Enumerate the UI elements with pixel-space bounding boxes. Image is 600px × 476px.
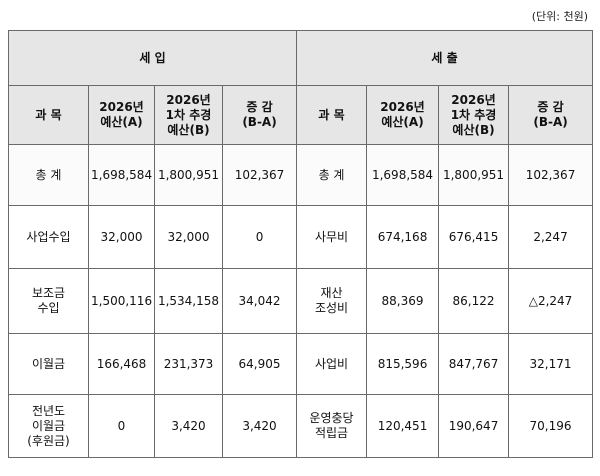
expense-col-diff: 증 감 (B-A) [508, 85, 594, 145]
expense-item: 사무비 [296, 205, 368, 269]
expense-diff: 32,171 [508, 333, 594, 395]
table-row: 전년도 이월금 (후원금) 0 3,420 3,420 운영충당 적립금 120… [8, 394, 594, 458]
expense-revised: 676,415 [438, 205, 510, 269]
unit-note: (단위: 천원) [531, 10, 588, 23]
expense-revised: 847,767 [438, 333, 510, 395]
expense-col-item: 과 목 [296, 85, 368, 145]
expense-revised: 190,647 [438, 394, 510, 458]
income-budget: 0 [88, 394, 155, 458]
income-budget: 32,000 [88, 205, 155, 269]
expense-budget: 120,451 [366, 394, 440, 458]
income-col-item: 과 목 [8, 85, 89, 145]
income-section-header: 세 입 [7, 30, 298, 86]
table-row: 사업수입 32,000 32,000 0 사무비 674,168 676,415… [8, 205, 594, 269]
table-row: 보조금 수입 1,500,116 1,534,158 34,042 재산 조성비… [8, 268, 594, 334]
income-col-budget: 2026년 예산(A) [88, 85, 155, 145]
expense-revised: 1,800,951 [438, 144, 510, 206]
income-col-diff: 증 감 (B-A) [221, 85, 298, 145]
income-revised: 32,000 [154, 205, 223, 269]
expense-col-revised: 2026년 1차 추경 예산(B) [438, 85, 510, 145]
expense-item: 운영충당 적립금 [296, 394, 368, 458]
expense-budget: 674,168 [366, 205, 440, 269]
income-col-revised: 2026년 1차 추경 예산(B) [154, 85, 223, 145]
income-revised: 1,800,951 [154, 144, 223, 206]
income-item: 보조금 수입 [8, 268, 89, 334]
income-revised: 231,373 [154, 333, 223, 395]
budget-table: 세 입 세 출 과 목 2026년 예산(A) 2026년 1차 추경 예산(B… [7, 30, 594, 458]
expense-item: 재산 조성비 [296, 268, 368, 334]
income-revised: 3,420 [154, 394, 223, 458]
income-item: 전년도 이월금 (후원금) [8, 394, 89, 458]
table-row: 이월금 166,468 231,373 64,905 사업비 815,596 8… [8, 333, 594, 395]
income-diff: 34,042 [221, 268, 298, 334]
income-diff: 0 [221, 205, 298, 269]
expense-diff: 2,247 [508, 205, 594, 269]
income-diff: 102,367 [221, 144, 298, 206]
income-budget: 1,698,584 [88, 144, 155, 206]
income-diff: 3,420 [221, 394, 298, 458]
expense-section-header: 세 출 [296, 30, 594, 86]
expense-diff: 70,196 [508, 394, 594, 458]
income-item: 총 계 [8, 144, 89, 206]
income-budget: 1,500,116 [88, 268, 155, 334]
table-row-total: 총 계 1,698,584 1,800,951 102,367 총 계 1,69… [8, 144, 594, 206]
income-revised: 1,534,158 [154, 268, 223, 334]
income-item: 사업수입 [8, 205, 89, 269]
expense-diff: △2,247 [508, 268, 594, 334]
expense-budget: 88,369 [366, 268, 440, 334]
expense-diff: 102,367 [508, 144, 594, 206]
income-budget: 166,468 [88, 333, 155, 395]
expense-item: 총 계 [296, 144, 368, 206]
expense-revised: 86,122 [438, 268, 510, 334]
expense-budget: 815,596 [366, 333, 440, 395]
expense-item: 사업비 [296, 333, 368, 395]
expense-col-budget: 2026년 예산(A) [366, 85, 440, 145]
income-item: 이월금 [8, 333, 89, 395]
income-diff: 64,905 [221, 333, 298, 395]
expense-budget: 1,698,584 [366, 144, 440, 206]
